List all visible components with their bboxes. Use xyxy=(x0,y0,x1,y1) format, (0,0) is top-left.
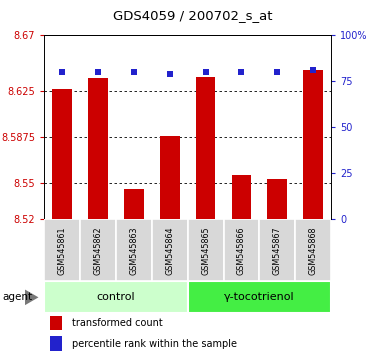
Bar xyxy=(232,175,251,219)
Text: GSM545864: GSM545864 xyxy=(165,226,174,275)
Bar xyxy=(116,219,152,281)
Point xyxy=(238,69,244,75)
Bar xyxy=(124,189,144,219)
Point xyxy=(95,69,101,75)
Bar xyxy=(152,219,188,281)
Bar xyxy=(80,219,116,281)
Bar xyxy=(268,179,287,219)
Bar xyxy=(160,136,180,219)
Text: transformed count: transformed count xyxy=(72,318,163,328)
Bar xyxy=(188,219,224,281)
Bar xyxy=(295,219,331,281)
Point xyxy=(131,69,137,75)
Point xyxy=(274,69,280,75)
Point xyxy=(203,69,209,75)
Point xyxy=(310,68,316,73)
Bar xyxy=(50,316,62,330)
Bar xyxy=(44,281,188,313)
Text: GSM545867: GSM545867 xyxy=(273,226,282,275)
Text: GDS4059 / 200702_s_at: GDS4059 / 200702_s_at xyxy=(113,9,272,22)
Point xyxy=(167,71,173,77)
Bar xyxy=(196,77,216,219)
Text: GSM545866: GSM545866 xyxy=(237,226,246,275)
Text: GSM545868: GSM545868 xyxy=(309,226,318,275)
Text: GSM545863: GSM545863 xyxy=(129,226,139,275)
Bar xyxy=(50,337,62,351)
Bar xyxy=(303,70,323,219)
Text: control: control xyxy=(97,292,135,302)
Text: GSM545862: GSM545862 xyxy=(94,226,102,275)
Bar xyxy=(52,90,72,219)
Text: γ-tocotrienol: γ-tocotrienol xyxy=(224,292,295,302)
Point xyxy=(59,69,65,75)
Text: agent: agent xyxy=(2,292,32,302)
Bar xyxy=(188,281,331,313)
Text: percentile rank within the sample: percentile rank within the sample xyxy=(72,339,237,349)
Text: GSM545861: GSM545861 xyxy=(58,226,67,275)
Text: GSM545865: GSM545865 xyxy=(201,226,210,275)
Bar xyxy=(88,78,108,219)
Bar xyxy=(44,219,80,281)
Bar xyxy=(259,219,295,281)
Bar xyxy=(224,219,259,281)
